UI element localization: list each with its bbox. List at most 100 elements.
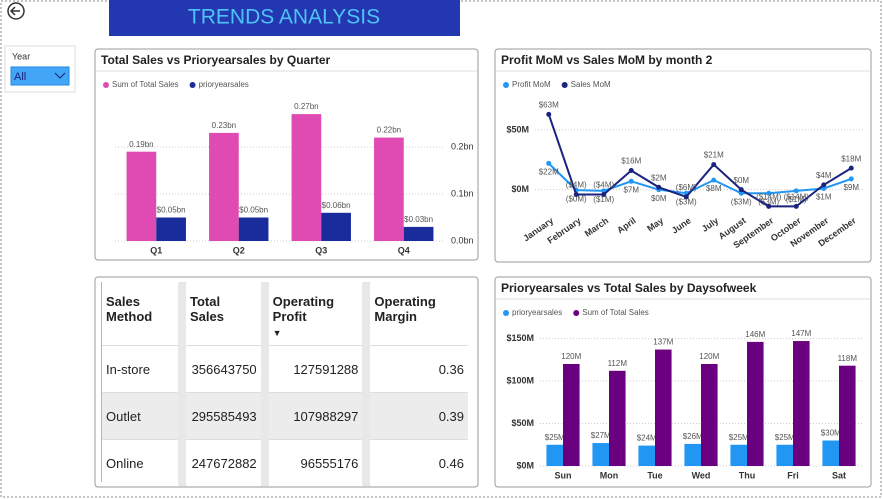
- data-label: 146M: [745, 330, 765, 339]
- cell: 0.46: [366, 439, 468, 486]
- y-tick-label: 0.1bn: [451, 188, 474, 198]
- bar: [403, 226, 434, 241]
- data-label: $0.05bn: [239, 206, 268, 215]
- cell: 96555176: [264, 439, 371, 486]
- slicer-value: All: [14, 71, 26, 83]
- cell: 127591288: [264, 345, 371, 393]
- point: [711, 177, 717, 183]
- cell: Online: [102, 439, 186, 486]
- point: [628, 178, 634, 184]
- data-label: ($0M): [566, 194, 587, 203]
- column-header[interactable]: Total Sales: [182, 282, 269, 346]
- legend-swatch: [503, 310, 509, 316]
- column-header[interactable]: Operating Profit ▼: [264, 282, 371, 346]
- x-tick-label: Q4: [398, 245, 410, 255]
- data-label: $0M: [733, 176, 749, 185]
- legend-swatch: [189, 82, 196, 88]
- point: [601, 191, 607, 197]
- legend-swatch: [561, 82, 568, 88]
- data-label: 0.19bn: [129, 140, 153, 149]
- point: [766, 190, 772, 196]
- column-header[interactable]: Sales Method: [102, 282, 186, 346]
- point: [848, 165, 854, 171]
- legend-label: prioryearsales: [512, 308, 562, 317]
- data-label: $4M: [816, 171, 832, 180]
- point: [848, 176, 854, 182]
- bar: [793, 341, 810, 466]
- data-label: 0.23bn: [212, 121, 236, 130]
- data-label: ($6M): [676, 183, 697, 192]
- y-tick-label: $50M: [506, 124, 529, 134]
- chart-title: Total Sales vs Prioryearsales by Quarter: [101, 53, 331, 67]
- y-tick-label: 0.2bn: [451, 141, 474, 151]
- bar: [592, 443, 609, 466]
- bar: [374, 137, 404, 241]
- data-label: $1M: [816, 193, 832, 202]
- legend-swatch: [503, 82, 509, 88]
- cell: 247672882: [182, 439, 269, 486]
- sales-table: Sales Method Total Sales Operating Profi…: [102, 282, 468, 486]
- data-label: $9M: [843, 183, 859, 192]
- cell: 0.36: [366, 345, 468, 393]
- slicer-dropdown[interactable]: [10, 66, 70, 86]
- x-tick-label: Tue: [647, 470, 662, 480]
- data-label: $7M: [623, 185, 639, 194]
- point: [738, 187, 744, 193]
- legend-swatch: [103, 82, 109, 88]
- y-tick-label: $0M: [511, 184, 529, 194]
- data-label: ($14M): [784, 193, 810, 202]
- bar: [609, 370, 626, 466]
- data-label: 0.22bn: [377, 126, 401, 135]
- bar: [209, 132, 239, 241]
- data-label: $24M: [637, 434, 657, 443]
- bar: [321, 212, 351, 241]
- x-tick-label: Fri: [787, 470, 799, 480]
- data-label: 112M: [608, 359, 628, 368]
- data-label: $18M: [841, 154, 861, 163]
- data-label: ($3M): [758, 197, 779, 206]
- slicer-label: Year: [12, 51, 30, 61]
- data-label: ($14M): [756, 193, 782, 202]
- data-label: $26M: [683, 432, 703, 441]
- data-label: ($3M): [676, 197, 697, 206]
- point: [793, 203, 799, 209]
- point: [821, 185, 827, 191]
- cell: Outlet: [102, 392, 186, 440]
- chart-panel: [494, 48, 872, 263]
- cell: 107988297: [264, 392, 371, 440]
- data-label: $25M: [729, 433, 749, 442]
- x-tick-label: Q1: [150, 245, 162, 255]
- bar: [822, 440, 839, 466]
- data-label: 120M: [561, 352, 581, 361]
- bar: [638, 445, 655, 466]
- bar: [776, 444, 793, 466]
- chart-panel: [494, 276, 872, 488]
- y-tick-label: 0.0bn: [451, 235, 474, 245]
- bar: [684, 443, 701, 466]
- bar: [546, 444, 563, 466]
- bar: [126, 151, 157, 241]
- legend-label: Sum of Total Sales: [582, 308, 649, 317]
- point: [793, 188, 799, 194]
- data-label: ($4M): [566, 181, 587, 190]
- cell: In-store: [102, 345, 186, 393]
- point: [656, 184, 662, 190]
- chart-title: Profit MoM vs Sales MoM by month 2: [501, 53, 713, 67]
- back-button[interactable]: [7, 2, 25, 20]
- cell: 356643750: [182, 345, 269, 393]
- data-label: $16M: [621, 157, 641, 166]
- x-tick-label: Wed: [692, 470, 711, 480]
- point: [546, 160, 552, 166]
- legend-label: Sales MoM: [571, 80, 611, 89]
- column-header-text: Operating Profit: [272, 294, 335, 324]
- x-tick-label: Sat: [832, 470, 846, 480]
- column-header[interactable]: Operating Margin: [374, 294, 436, 324]
- bar: [291, 114, 322, 241]
- data-label: $27M: [591, 431, 611, 440]
- point: [546, 111, 552, 117]
- data-label: ($1M): [593, 195, 614, 204]
- legend-label: prioryearsales: [199, 80, 249, 89]
- series-line: [548, 162, 852, 195]
- x-tick-label: Mon: [600, 470, 619, 480]
- bar: [238, 217, 269, 241]
